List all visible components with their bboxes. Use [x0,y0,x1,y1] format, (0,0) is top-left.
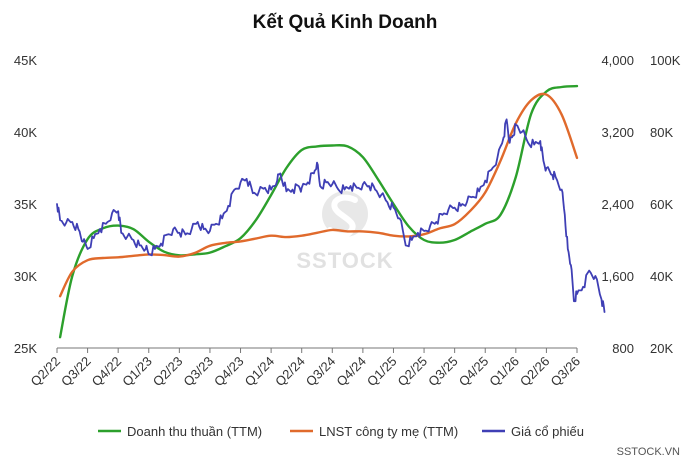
revenue-line [58,84,579,339]
legend-label-share-price: Giá cổ phiếu [511,424,584,439]
sstock-watermark: SSTOCK [296,191,393,273]
site-credit: SSTOCK.VN [617,446,680,458]
x-axis-tick-label: Q3/26 [547,354,583,390]
left-axis-tick-label: 45K [14,53,37,68]
x-axis-tick-label: Q2/23 [150,354,186,390]
right-axis-tick-label: 40K [650,269,673,284]
left-axis: 45K 40K 35K 30K 25K [14,53,37,356]
x-axis-tick-label: Q1/23 [119,354,155,390]
middle-axis-tick-label: 4,000 [601,53,634,68]
x-axis-tick-label: Q3/25 [425,354,461,390]
x-axis-tick-label: Q2/26 [517,354,553,390]
middle-axis-tick-label: 1,600 [601,269,634,284]
right-axis-tick-label: 100K [650,53,681,68]
series-layer [56,84,606,339]
right-axis-tick-label: 60K [650,197,673,212]
x-axis-tick-label: Q4/22 [89,354,125,390]
legend: Doanh thu thuần (TTM) LNST công ty mẹ (T… [98,424,584,439]
x-axis-tick-label: Q1/26 [486,354,522,390]
legend-item-share-price: Giá cổ phiếu [482,424,584,439]
left-axis-tick-label: 30K [14,269,37,284]
x-axis-tick-label: Q3/22 [58,354,94,390]
left-axis-tick-label: 25K [14,341,37,356]
middle-axis: 4,000 3,200 2,400 1,600 800 [601,53,634,356]
middle-axis-tick-label: 2,400 [601,197,634,212]
x-axis-tick-label: Q4/24 [333,354,369,390]
x-axis-tick-label: Q1/24 [242,354,278,390]
middle-axis-tick-label: 3,200 [601,125,634,140]
x-axis-tick-label: Q3/24 [303,354,339,390]
legend-label-revenue: Doanh thu thuần (TTM) [127,424,262,439]
share-price-line [56,118,606,313]
legend-item-revenue: Doanh thu thuần (TTM) [98,424,262,439]
left-axis-tick-label: 35K [14,197,37,212]
watermark-logo-icon [322,191,368,239]
watermark-text: SSTOCK [296,248,393,273]
net-profit-line [58,92,579,298]
right-axis: 100K 80K 60K 40K 20K [650,53,681,356]
x-axis-tick-label: Q4/23 [211,354,247,390]
legend-item-net-profit: LNST công ty mẹ (TTM) [290,424,458,439]
middle-axis-tick-label: 800 [612,341,634,356]
right-axis-tick-label: 80K [650,125,673,140]
x-axis-tick-label: Q1/25 [364,354,400,390]
x-axis: Q2/22Q3/22Q4/22Q1/23Q2/23Q3/23Q4/23Q1/24… [27,347,583,390]
chart-title: Kết Quả Kinh Doanh [253,12,438,33]
left-axis-tick-label: 40K [14,125,37,140]
x-axis-tick-label: Q3/23 [180,354,216,390]
x-axis-tick-label: Q2/24 [272,354,308,390]
x-axis-tick-label: Q2/25 [395,354,431,390]
x-axis-tick-label: Q2/22 [27,354,63,390]
x-axis-tick-label: Q4/25 [456,354,492,390]
right-axis-tick-label: 20K [650,341,673,356]
legend-label-net-profit: LNST công ty mẹ (TTM) [319,424,458,439]
